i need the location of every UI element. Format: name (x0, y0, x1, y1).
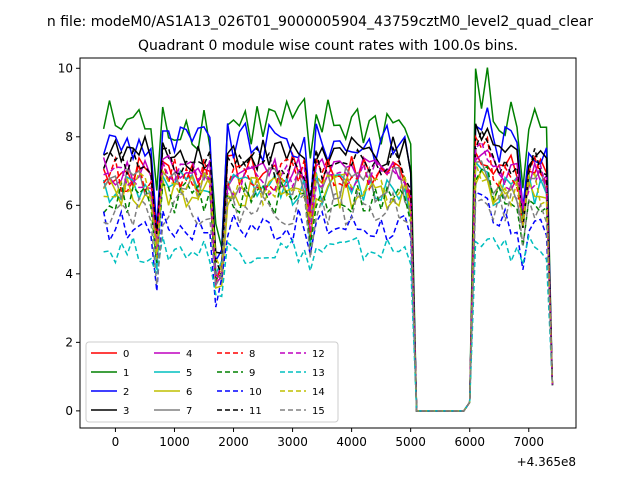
x-tick-label: 0 (112, 435, 120, 449)
legend-label-3: 3 (123, 406, 129, 417)
chart-title: Quadrant 0 module wise count rates with … (138, 38, 518, 54)
series-line-10 (102, 191, 554, 412)
y-tick-label: 4 (65, 267, 73, 281)
x-tick-label: 6000 (454, 435, 485, 449)
x-tick-label: 5000 (395, 435, 426, 449)
legend-label-12: 12 (312, 349, 325, 360)
figure-suptitle: n file: modeM0/AS1A13_026T01_9000005904_… (47, 14, 593, 30)
y-tick-label: 2 (65, 335, 73, 349)
series-line-8 (103, 134, 554, 412)
series-line-14 (103, 162, 554, 412)
x-tick-label: 2000 (218, 435, 249, 449)
x-tick-label: 4000 (336, 435, 367, 449)
legend-label-5: 5 (186, 368, 192, 379)
series-line-7 (102, 160, 554, 412)
legend-label-2: 2 (123, 387, 129, 398)
legend-label-8: 8 (249, 349, 255, 360)
series-line-9 (103, 165, 554, 412)
x-tick-label: 1000 (159, 435, 190, 449)
legend-frame (85, 341, 339, 423)
legend-label-11: 11 (249, 406, 262, 417)
x-tick-label: 3000 (277, 435, 308, 449)
x-tick-label: 7000 (513, 435, 544, 449)
legend-label-7: 7 (186, 406, 192, 417)
series-line-3 (102, 123, 554, 412)
legend-label-15: 15 (312, 406, 325, 417)
axes-frame (79, 57, 577, 429)
legend-label-14: 14 (312, 387, 325, 398)
legend-label-4: 4 (186, 349, 192, 360)
series-line-1 (102, 67, 554, 412)
legend-label-9: 9 (249, 368, 255, 379)
legend-label-10: 10 (249, 387, 262, 398)
y-tick-label: 10 (58, 61, 73, 75)
legend-label-1: 1 (123, 368, 129, 379)
series-layer (102, 67, 554, 412)
series-line-13 (103, 233, 554, 412)
series-line-12 (103, 140, 554, 412)
y-tick-label: 0 (65, 404, 73, 418)
legend-label-6: 6 (186, 387, 192, 398)
y-tick-label: 6 (65, 198, 73, 212)
x-axis-offset-label: +4.365e8 (517, 455, 576, 469)
series-line-15 (103, 190, 554, 412)
legend-label-13: 13 (312, 368, 325, 379)
legend-label-0: 0 (123, 349, 129, 360)
series-line-11 (103, 128, 554, 412)
y-tick-label: 8 (65, 130, 73, 144)
